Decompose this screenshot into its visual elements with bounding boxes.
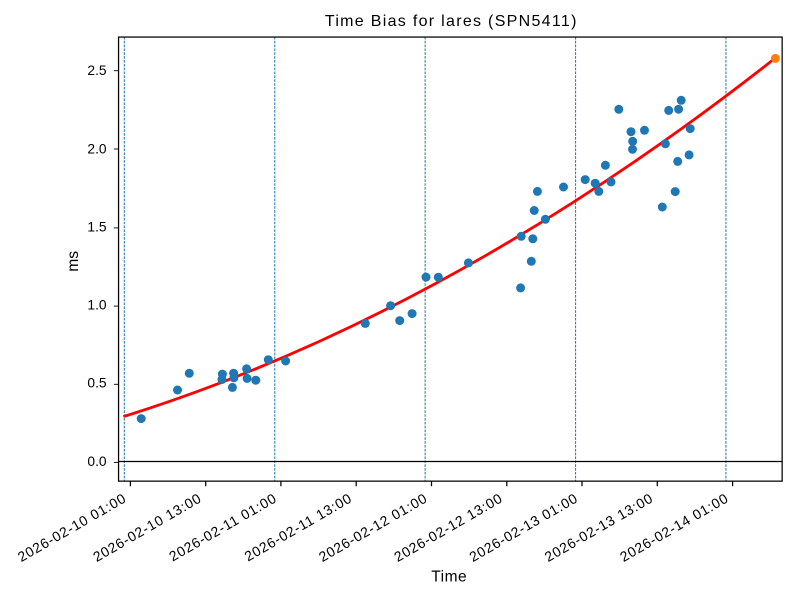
svg-text:2.5: 2.5 <box>87 63 107 78</box>
svg-text:1.0: 1.0 <box>87 298 107 313</box>
svg-text:Time Bias for lares (SPN5411): Time Bias for lares (SPN5411) <box>325 13 578 30</box>
svg-text:0.0: 0.0 <box>87 454 107 469</box>
svg-text:1.5: 1.5 <box>87 219 107 234</box>
svg-text:2.0: 2.0 <box>87 141 107 156</box>
svg-text:ms: ms <box>65 251 82 272</box>
svg-text:Time: Time <box>431 568 467 585</box>
svg-text:0.5: 0.5 <box>87 376 107 391</box>
